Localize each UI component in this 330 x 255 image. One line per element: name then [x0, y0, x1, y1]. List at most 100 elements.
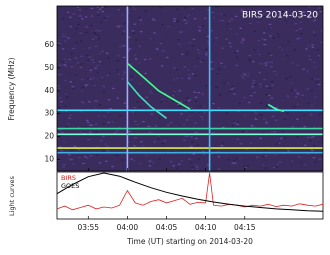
texture-speck [119, 115, 122, 117]
texture-speck [188, 158, 191, 160]
texture-speck [316, 81, 319, 83]
texture-speck [159, 43, 163, 45]
series-line [126, 81, 167, 119]
texture-speck [129, 63, 133, 65]
texture-speck [101, 6, 104, 8]
texture-speck [245, 148, 249, 150]
texture-speck [258, 63, 262, 65]
texture-speck [242, 39, 245, 41]
texture-speck [237, 111, 240, 113]
texture-speck [62, 33, 65, 35]
texture-speck [195, 100, 198, 102]
texture-speck [312, 31, 316, 33]
texture-speck [69, 61, 72, 63]
texture-speck [143, 58, 147, 61]
texture-speck [235, 157, 239, 159]
texture-speck [269, 27, 273, 29]
texture-speck [286, 115, 289, 118]
texture-speck [188, 153, 192, 155]
texture-speck [231, 162, 235, 164]
texture-speck [273, 154, 277, 156]
texture-speck [114, 95, 118, 97]
texture-speck [205, 48, 208, 50]
texture-speck [172, 79, 176, 81]
texture-speck [291, 160, 294, 162]
texture-speck [314, 34, 317, 37]
texture-speck [72, 118, 76, 120]
texture-speck [185, 51, 189, 53]
texture-speck [179, 46, 183, 49]
texture-speck [304, 138, 308, 140]
texture-speck [69, 81, 72, 83]
texture-speck [93, 100, 97, 102]
texture-speck [158, 117, 162, 119]
texture-speck [192, 38, 196, 40]
texture-speck [196, 21, 200, 23]
texture-speck [284, 20, 288, 22]
texture-speck [130, 75, 134, 77]
texture-speck [300, 34, 304, 36]
texture-speck [81, 86, 84, 88]
texture-speck [135, 58, 138, 61]
texture-speck [201, 122, 205, 125]
texture-speck [257, 40, 261, 42]
texture-speck [278, 142, 281, 145]
texture-speck [264, 51, 267, 53]
texture-speck [97, 121, 101, 123]
texture-speck [193, 18, 197, 20]
texture-speck [176, 68, 179, 71]
texture-speck [298, 37, 302, 39]
texture-speck [93, 77, 96, 79]
texture-speck [101, 50, 104, 53]
texture-speck [241, 77, 245, 79]
x-tick-label: 04:15 [234, 223, 256, 232]
texture-speck [112, 37, 116, 39]
texture-speck [149, 58, 152, 60]
texture-speck [86, 59, 90, 61]
texture-speck [221, 142, 225, 144]
texture-speck [134, 120, 137, 123]
texture-speck [61, 48, 65, 50]
texture-speck [175, 77, 179, 79]
texture-speck [68, 59, 71, 61]
texture-speck [197, 158, 200, 160]
texture-speck [171, 95, 175, 97]
texture-speck [243, 78, 246, 81]
texture-speck [89, 132, 92, 134]
texture-speck [260, 114, 263, 116]
texture-speck [122, 80, 125, 82]
texture-speck [236, 138, 240, 140]
texture-speck [220, 145, 224, 147]
texture-speck [266, 136, 270, 138]
texture-speck [200, 116, 203, 118]
texture-speck [219, 94, 222, 96]
texture-speck [91, 42, 94, 44]
texture-speck [259, 102, 263, 104]
texture-speck [121, 33, 124, 35]
texture-speck [210, 61, 213, 63]
texture-speck [129, 161, 132, 163]
texture-speck [190, 136, 193, 138]
texture-speck [195, 164, 198, 166]
texture-speck [317, 112, 320, 114]
texture-speck [318, 158, 322, 160]
texture-speck [205, 52, 208, 54]
texture-speck [267, 61, 270, 63]
texture-speck [115, 69, 119, 71]
texture-speck [201, 151, 205, 153]
texture-speck [238, 108, 241, 110]
texture-speck [183, 139, 186, 141]
texture-speck [97, 37, 101, 40]
texture-speck [243, 165, 246, 167]
texture-speck [204, 17, 207, 20]
texture-speck [180, 160, 184, 162]
texture-speck [296, 38, 300, 40]
texture-speck [187, 100, 191, 102]
texture-speck [72, 163, 75, 165]
texture-speck [248, 60, 252, 62]
texture-speck [312, 136, 315, 138]
texture-speck [148, 165, 152, 167]
texture-speck [131, 6, 135, 8]
texture-speck [207, 41, 210, 43]
texture-speck [138, 16, 141, 18]
